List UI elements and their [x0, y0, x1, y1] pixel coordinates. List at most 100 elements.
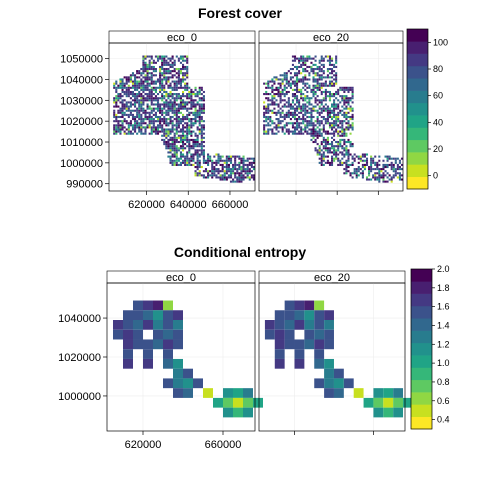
raster-cell	[308, 97, 311, 100]
raster-cell	[293, 118, 297, 121]
raster-cell	[156, 132, 160, 135]
raster-cell	[190, 138, 193, 141]
raster-cell	[207, 176, 210, 179]
raster-cell	[238, 163, 241, 166]
raster-cell	[152, 93, 155, 96]
raster-cell	[125, 82, 128, 85]
raster-cell	[227, 159, 230, 162]
raster-cell	[165, 147, 168, 150]
raster-cell	[167, 151, 170, 154]
raster-cell	[177, 107, 180, 110]
raster-cell	[121, 90, 124, 94]
raster-cell	[190, 124, 193, 127]
raster-cell	[138, 130, 141, 133]
raster-cell	[150, 68, 153, 71]
raster-cell	[154, 68, 157, 71]
raster-cell	[316, 143, 319, 146]
raster-cell	[152, 124, 155, 127]
raster-cell	[167, 78, 170, 81]
raster-cell	[198, 149, 201, 152]
raster-cell	[173, 107, 176, 110]
raster-cell	[300, 126, 303, 129]
raster-cell	[326, 159, 329, 162]
raster-cell	[308, 132, 311, 135]
raster-cell	[217, 168, 220, 171]
raster-cell	[302, 82, 305, 85]
raster-cell	[370, 161, 373, 164]
raster-cell	[345, 159, 348, 162]
entropy-cell	[113, 320, 123, 330]
raster-cell	[148, 68, 151, 71]
raster-cell	[125, 93, 128, 96]
raster-cell	[363, 155, 366, 158]
raster-cell	[217, 153, 220, 156]
raster-cell	[326, 55, 329, 58]
raster-cell	[263, 115, 266, 119]
raster-cell	[343, 113, 346, 116]
raster-cell	[382, 159, 385, 162]
raster-cell	[279, 111, 282, 114]
raster-cell	[163, 128, 166, 131]
raster-cell	[156, 101, 160, 104]
raster-cell	[131, 99, 135, 102]
raster-cell	[127, 80, 130, 83]
raster-cell	[343, 172, 346, 175]
raster-cell	[324, 84, 327, 87]
raster-cell	[351, 163, 354, 166]
raster-cell	[182, 159, 185, 162]
raster-cell	[182, 101, 185, 104]
raster-cell	[339, 140, 342, 144]
raster-cell	[134, 93, 137, 96]
raster-cell	[177, 74, 180, 77]
raster-cell	[121, 95, 124, 98]
raster-cell	[355, 174, 358, 177]
raster-cell	[134, 128, 137, 131]
raster-cell	[142, 126, 145, 129]
raster-cell	[341, 153, 344, 156]
bottom-colorbar-band	[411, 330, 432, 344]
raster-cell	[324, 132, 327, 135]
raster-cell	[194, 145, 197, 148]
raster-cell	[144, 113, 147, 116]
raster-cell	[285, 124, 288, 127]
raster-cell	[298, 59, 301, 62]
raster-cell	[167, 76, 170, 79]
raster-cell	[320, 159, 323, 162]
raster-cell	[320, 163, 323, 166]
raster-cell	[316, 115, 319, 119]
raster-cell	[152, 61, 155, 64]
raster-cell	[281, 126, 284, 129]
raster-cell	[341, 130, 344, 133]
raster-cell	[165, 109, 168, 112]
top-colorbar-band	[407, 41, 428, 54]
raster-cell	[314, 128, 317, 131]
raster-cell	[343, 90, 346, 94]
raster-cell	[287, 97, 290, 100]
raster-cell	[302, 78, 305, 81]
raster-cell	[269, 124, 272, 127]
raster-cell	[167, 101, 170, 104]
raster-cell	[152, 59, 155, 62]
entropy-cell	[333, 368, 344, 379]
raster-cell	[277, 118, 280, 121]
raster-cell	[115, 97, 118, 100]
raster-cell	[308, 72, 311, 75]
raster-cell	[314, 149, 317, 152]
raster-cell	[196, 109, 199, 112]
raster-cell	[281, 115, 284, 119]
raster-cell	[171, 65, 174, 69]
raster-cell	[312, 84, 315, 87]
raster-cell	[347, 111, 350, 114]
raster-cell	[324, 103, 327, 106]
raster-cell	[328, 97, 331, 100]
raster-cell	[304, 68, 307, 71]
raster-cell	[186, 59, 189, 62]
raster-cell	[289, 111, 292, 114]
raster-cell	[335, 61, 338, 64]
raster-cell	[163, 72, 166, 75]
raster-cell	[171, 86, 174, 89]
raster-cell	[113, 101, 116, 104]
raster-cell	[298, 130, 301, 133]
raster-cell	[328, 59, 331, 62]
